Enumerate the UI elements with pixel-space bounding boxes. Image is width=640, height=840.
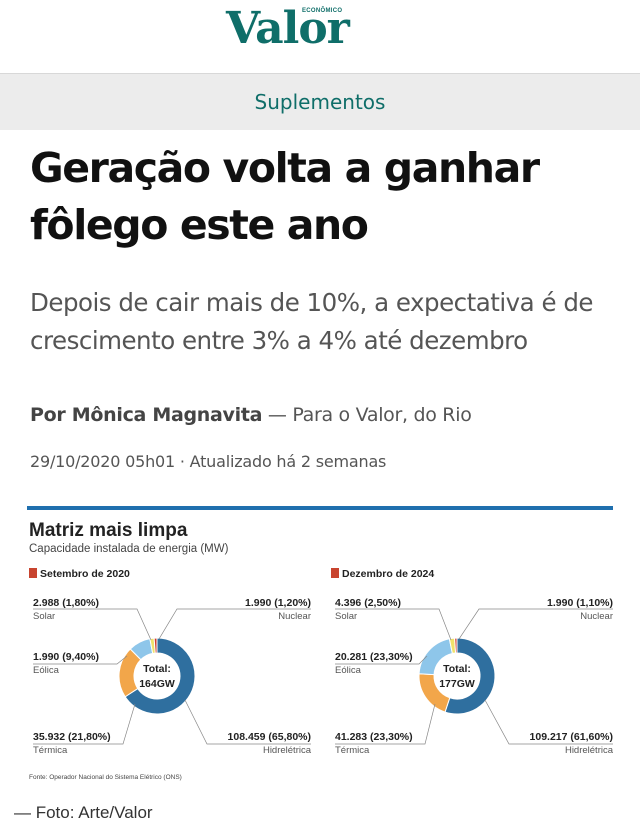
period-label: Dezembro de 2024: [342, 568, 434, 580]
infographic[interactable]: Matriz mais limpa Capacidade instalada de…: [27, 506, 614, 784]
infographic-top-bar: [27, 506, 613, 510]
category-label-nuclear: Nuclear: [278, 611, 311, 622]
dateline: 29/10/2020 05h01 · Atualizado há 2 seman…: [30, 452, 387, 471]
category-label-elica: Eólica: [33, 665, 60, 676]
section-bar: Suplementos: [0, 73, 640, 130]
data-label-elica: 1.990 (9,40%): [33, 651, 99, 663]
valor-logo[interactable]: Valor: [226, 3, 350, 54]
leader-line: [335, 703, 436, 745]
photo-credit: — Foto: Arte/Valor: [14, 803, 153, 822]
chart-title: Matriz mais limpa: [29, 520, 188, 541]
section-link[interactable]: Suplementos: [254, 90, 386, 114]
donut-slice-nuclear: [153, 637, 158, 654]
donut-slice-nuclear: [454, 637, 458, 654]
article-headline: Geração volta a ganhar fôlego este ano: [30, 144, 540, 249]
leader-line: [335, 608, 452, 641]
leader-line: [484, 699, 613, 745]
byline-rest: — Para o Valor, do Rio: [262, 404, 472, 426]
leader-line: [33, 703, 136, 745]
chart-subtitle: Capacidade instalada de energia (MW): [29, 543, 229, 555]
data-label-trmica: 35.932 (21,80%): [33, 731, 111, 743]
leader-line: [33, 655, 128, 665]
site-header: Valor ECONÔMICO: [0, 0, 640, 73]
data-label-trmica: 41.283 (23,30%): [335, 731, 413, 743]
logo-tagline: ECONÔMICO: [302, 8, 343, 14]
total-label: Total:: [443, 663, 471, 675]
article-subheadline: Depois de cair mais de 10%, a expectativ…: [30, 288, 593, 355]
donut-charts: Matriz mais limpa Capacidade instalada de…: [27, 506, 614, 781]
leader-line: [158, 608, 311, 640]
author-name[interactable]: Por Mônica Magnavita: [30, 404, 263, 426]
category-label-trmica: Térmica: [335, 745, 370, 756]
category-label-hidreltrica: Hidrelétrica: [263, 745, 312, 756]
donut-slice-hidreltrica: [124, 637, 196, 715]
period-marker: [331, 568, 339, 578]
category-label-elica: Eólica: [335, 665, 362, 676]
data-label-elica: 20.281 (23,30%): [335, 651, 413, 663]
donut-slice-hidreltrica: [444, 637, 496, 715]
category-label-solar: Solar: [335, 611, 357, 622]
data-label-solar: 2.988 (1,80%): [33, 597, 99, 609]
data-label-hidreltrica: 108.459 (65,80%): [228, 731, 311, 743]
data-label-solar: 4.396 (2,50%): [335, 597, 401, 609]
leader-line: [33, 608, 152, 641]
category-label-hidreltrica: Hidrelétrica: [565, 745, 613, 756]
category-label-nuclear: Nuclear: [580, 611, 613, 622]
data-label-nuclear: 1.990 (1,20%): [245, 597, 311, 609]
category-label-trmica: Térmica: [33, 745, 68, 756]
leader-line: [184, 699, 311, 745]
data-label-nuclear: 1.990 (1,10%): [547, 597, 613, 609]
total-value: 177GW: [439, 678, 475, 690]
leader-line: [458, 608, 613, 640]
leader-line: [335, 655, 428, 665]
chart-source: Fonte: Operador Nacional do Sistema Elét…: [29, 774, 182, 781]
total-label: Total:: [143, 663, 171, 675]
byline: Por Mônica Magnavita — Para o Valor, do …: [30, 404, 472, 426]
category-label-solar: Solar: [33, 611, 55, 622]
period-label: Setembro de 2020: [40, 568, 130, 580]
period-marker: [29, 568, 37, 578]
data-label-hidreltrica: 109.217 (61,60%): [530, 731, 613, 743]
total-value: 164GW: [139, 678, 175, 690]
